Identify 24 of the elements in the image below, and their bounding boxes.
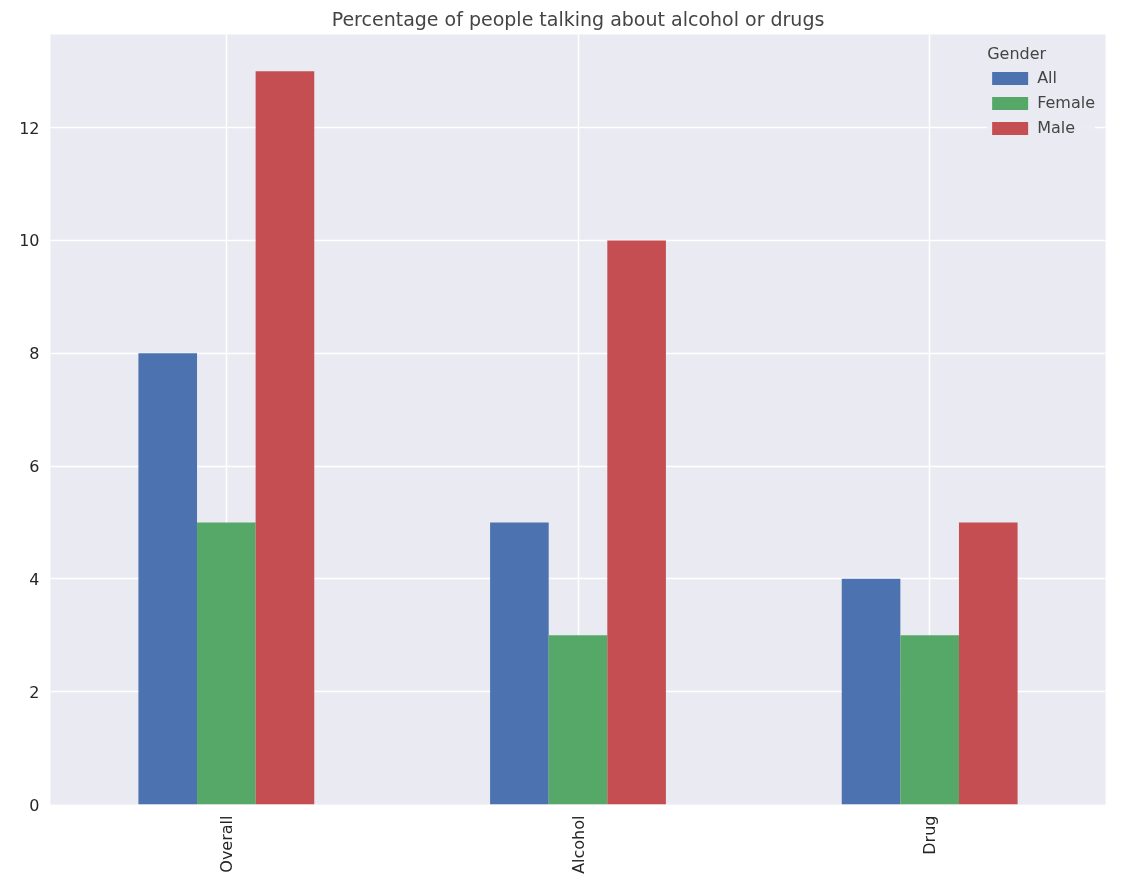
- y-tick-label: 2: [29, 682, 40, 702]
- legend-title: Gender: [987, 44, 1048, 63]
- bar: [548, 635, 608, 805]
- y-tick-label: 8: [29, 344, 40, 364]
- bar: [958, 522, 1018, 805]
- y-tick-label: 0: [29, 795, 40, 815]
- bar: [607, 240, 666, 805]
- legend-label: Male: [1037, 118, 1076, 137]
- legend-label: All: [1037, 68, 1058, 87]
- y-tick-label: 6: [29, 457, 40, 477]
- bar: [255, 71, 315, 805]
- y-tick-label: 10: [19, 231, 40, 251]
- bar: [197, 522, 256, 805]
- x-tick-label: Alcohol: [568, 815, 588, 874]
- chart-title: Percentage of people talking about alcohol or drugs: [331, 7, 825, 30]
- y-tick-label: 12: [19, 118, 40, 138]
- x-tick-label: Overall: [216, 815, 236, 873]
- y-tick-label: 4: [29, 569, 40, 589]
- bar: [900, 635, 959, 805]
- x-tick-label: Drug: [920, 815, 940, 855]
- bar: [138, 353, 198, 805]
- bar: [841, 578, 901, 805]
- legend-label: Female: [1037, 93, 1095, 112]
- bar: [490, 522, 549, 805]
